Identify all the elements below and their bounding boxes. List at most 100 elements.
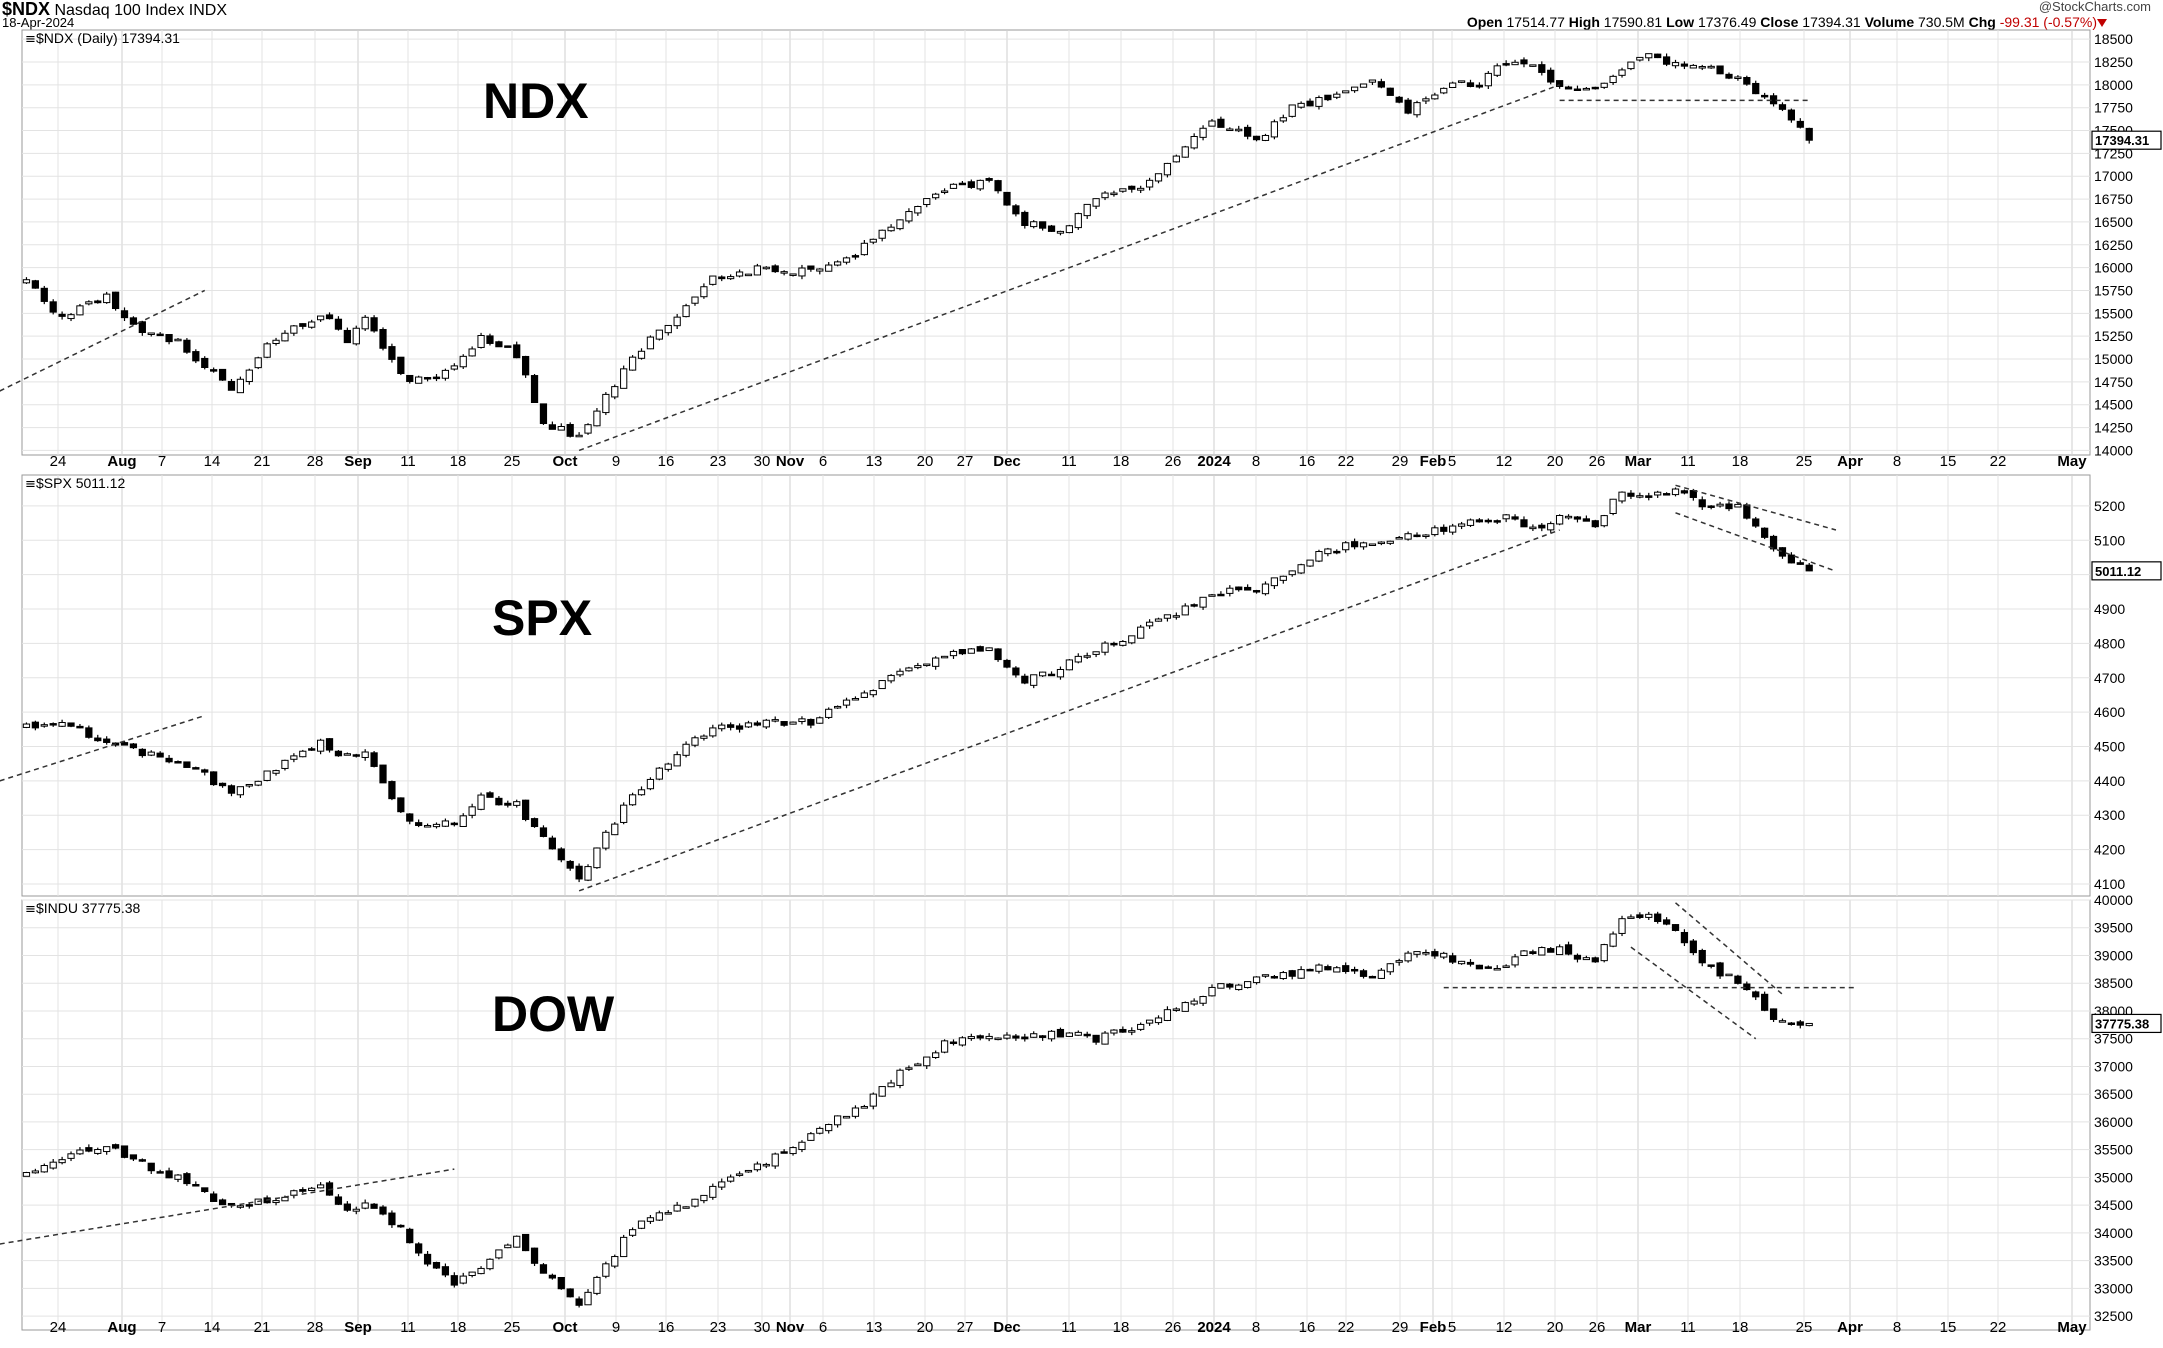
panel-title: SPX xyxy=(492,590,592,646)
candle xyxy=(539,403,548,425)
candle xyxy=(923,1056,931,1067)
candle xyxy=(495,1249,503,1259)
candle xyxy=(76,725,84,729)
x-tick-label: 14 xyxy=(204,1319,221,1336)
x-tick-label: Dec xyxy=(993,1319,1021,1336)
candle xyxy=(1520,59,1528,65)
candle xyxy=(1350,86,1359,92)
candle xyxy=(1297,969,1305,979)
candle xyxy=(718,276,726,280)
candle xyxy=(183,761,191,768)
candle xyxy=(744,1169,753,1173)
x-tick-label: 11 xyxy=(1680,1319,1696,1336)
candle xyxy=(1511,61,1519,66)
candle xyxy=(263,770,271,781)
candle xyxy=(1796,562,1804,565)
candle xyxy=(397,797,405,813)
x-tick-label: 6 xyxy=(819,453,827,470)
candle xyxy=(111,291,120,310)
candle xyxy=(1493,967,1501,971)
candle xyxy=(816,1127,824,1134)
candle xyxy=(566,860,574,869)
candle xyxy=(1083,655,1091,658)
candle xyxy=(1752,991,1760,998)
candle xyxy=(1636,914,1644,918)
candle xyxy=(932,1052,940,1058)
candle xyxy=(58,721,66,727)
candle xyxy=(406,1228,414,1244)
candle xyxy=(486,335,494,344)
candle xyxy=(423,825,432,828)
volume-label: Volume xyxy=(1864,14,1915,30)
candle xyxy=(210,771,218,786)
candle xyxy=(628,1229,637,1236)
candle xyxy=(1065,1032,1073,1037)
candle xyxy=(1671,924,1680,931)
candle xyxy=(833,1115,842,1126)
candle xyxy=(1333,93,1341,98)
candle xyxy=(343,1203,351,1211)
candle xyxy=(940,655,949,659)
candle xyxy=(1226,128,1234,132)
candle xyxy=(477,1267,485,1275)
candle xyxy=(1270,121,1279,138)
candle xyxy=(1591,86,1599,90)
x-tick-label: 25 xyxy=(1796,453,1813,470)
candle xyxy=(557,426,565,431)
candle xyxy=(1190,1000,1198,1005)
candle xyxy=(548,424,556,430)
candle xyxy=(1466,82,1475,87)
candle xyxy=(299,750,307,758)
x-tick-label: 22 xyxy=(1338,453,1355,470)
candle xyxy=(691,1198,699,1207)
candle xyxy=(878,1086,886,1097)
x-tick-label: 7 xyxy=(158,1319,166,1336)
candle xyxy=(1395,960,1403,963)
candle xyxy=(1315,97,1323,107)
candle xyxy=(201,1187,209,1193)
candle xyxy=(700,1194,708,1202)
candle xyxy=(120,1145,129,1158)
candle xyxy=(1671,62,1680,67)
x-tick-label: 5 xyxy=(1448,1319,1456,1336)
candle xyxy=(192,767,200,770)
candle xyxy=(1502,63,1510,66)
open-label: Open xyxy=(1466,14,1503,30)
candle xyxy=(156,333,164,337)
x-tick-label: 2024 xyxy=(1197,453,1231,470)
candle xyxy=(299,323,307,327)
candle xyxy=(530,818,539,828)
candle xyxy=(860,1106,868,1109)
x-tick-label: 18 xyxy=(1732,1319,1749,1336)
candle xyxy=(1128,185,1136,190)
candle xyxy=(762,1163,770,1167)
candle xyxy=(1377,81,1385,88)
candle xyxy=(459,815,467,827)
candle xyxy=(477,794,485,810)
candle xyxy=(923,663,931,667)
candle xyxy=(1573,516,1582,520)
candle xyxy=(513,344,521,359)
candle xyxy=(1707,505,1715,508)
candle xyxy=(1252,590,1261,593)
candle xyxy=(459,355,467,368)
candle xyxy=(1404,952,1412,962)
candle xyxy=(1359,970,1368,977)
candle xyxy=(1092,1034,1100,1043)
candle xyxy=(833,705,842,709)
candle xyxy=(397,1224,405,1228)
x-tick-label: 24 xyxy=(50,1319,67,1336)
candle xyxy=(825,264,833,272)
x-tick-label: 11 xyxy=(1061,1319,1077,1336)
candle xyxy=(691,296,699,304)
y-tick-label: 18250 xyxy=(2094,54,2133,70)
candle xyxy=(1431,94,1439,100)
candle xyxy=(878,680,886,690)
candle xyxy=(1591,957,1599,963)
candle xyxy=(522,799,530,820)
trendline xyxy=(1675,484,1837,531)
candle xyxy=(602,393,610,414)
candle xyxy=(352,754,360,757)
y-tick-label: 16250 xyxy=(2094,237,2133,253)
candle xyxy=(1475,519,1484,523)
